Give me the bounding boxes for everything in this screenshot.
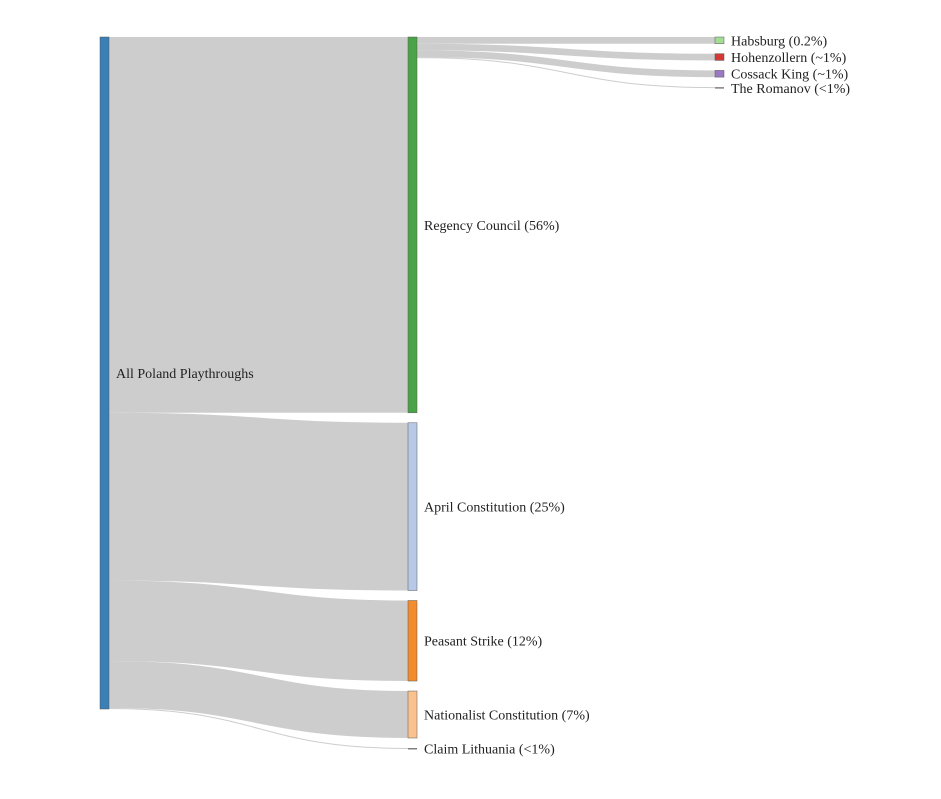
- link-all-to-lithuania[interactable]: [108, 707, 409, 750]
- node-peasant[interactable]: [407, 600, 418, 682]
- link-regency-to-hohenzollern[interactable]: [416, 43, 716, 61]
- node-label-lithuania: Claim Lithuania (<1%): [424, 743, 555, 758]
- node-nationalist[interactable]: [407, 690, 418, 739]
- node-all[interactable]: [99, 36, 110, 710]
- node-label-april: April Constitution (25%): [424, 501, 565, 516]
- link-all-to-peasant[interactable]: [108, 580, 409, 682]
- node-label-all: All Poland Playthroughs: [116, 367, 254, 382]
- link-all-to-nationalist[interactable]: [108, 661, 409, 738]
- node-romanov[interactable]: [715, 87, 724, 89]
- node-label-cossack: Cossack King (~1%): [731, 68, 849, 83]
- node-habsburg[interactable]: [714, 36, 725, 45]
- node-hohenzollern[interactable]: [714, 53, 725, 61]
- node-regency[interactable]: [407, 36, 418, 414]
- nodes-layer: [99, 36, 725, 750]
- node-label-habsburg: Habsburg (0.2%): [731, 34, 828, 49]
- link-all-to-april[interactable]: [108, 412, 409, 591]
- node-label-regency: Regency Council (56%): [424, 219, 560, 234]
- link-regency-to-cossack[interactable]: [416, 50, 716, 78]
- labels-layer: All Poland Playthroughs Regency Council (…: [116, 34, 850, 757]
- link-regency-to-romanov[interactable]: [416, 57, 716, 89]
- node-label-hohenzollern: Hohenzollern (~1%): [731, 51, 847, 66]
- node-label-nationalist: Nationalist Constitution (7%): [424, 708, 590, 723]
- node-label-peasant: Peasant Strike (12%): [424, 635, 543, 650]
- links-layer: [108, 36, 716, 750]
- node-april[interactable]: [407, 422, 418, 591]
- node-lithuania[interactable]: [408, 748, 417, 750]
- node-label-romanov: The Romanov (<1%): [731, 82, 850, 97]
- node-cossack[interactable]: [714, 70, 725, 78]
